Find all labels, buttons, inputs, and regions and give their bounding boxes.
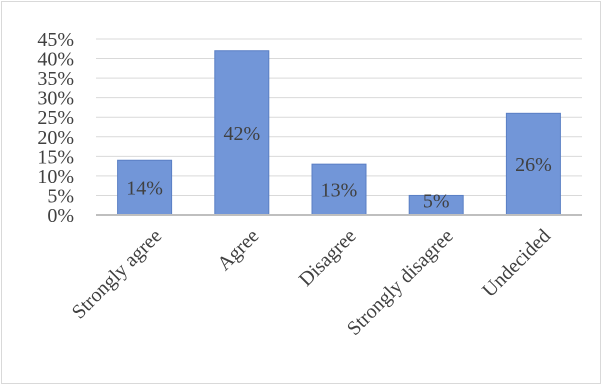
y-tick-label: 30% (37, 88, 74, 110)
data-labels: 14% 42% 13% 5% 26% (126, 123, 551, 213)
x-category-label: Agree (213, 225, 263, 275)
y-tick-label: 0% (47, 205, 74, 227)
x-category-label: Undecided (478, 225, 555, 302)
y-tick-label: 35% (37, 68, 74, 90)
x-category-label: Strongly agree (68, 225, 167, 324)
bar (505, 112, 561, 216)
y-tick-label: 25% (37, 107, 74, 129)
data-label: 13% (321, 180, 358, 202)
y-tick-label: 15% (37, 146, 74, 168)
gridlines (96, 38, 582, 196)
bar (117, 159, 173, 216)
y-tick-label: 40% (37, 49, 74, 71)
y-tick-label: 5% (47, 185, 74, 207)
data-label: 5% (423, 190, 450, 212)
data-label: 14% (126, 178, 163, 200)
x-category-label: Disagree (295, 225, 361, 291)
data-label: 26% (515, 154, 552, 176)
y-tick-label: 20% (37, 127, 74, 149)
bars (117, 50, 561, 216)
y-axis-ticks: 0%5%10%15%20%25%30%35%40%45% (37, 29, 74, 227)
y-tick-label: 45% (37, 29, 74, 51)
data-label: 42% (223, 123, 260, 145)
x-category-label: Strongly disagree (343, 225, 458, 340)
y-tick-label: 10% (37, 166, 74, 188)
